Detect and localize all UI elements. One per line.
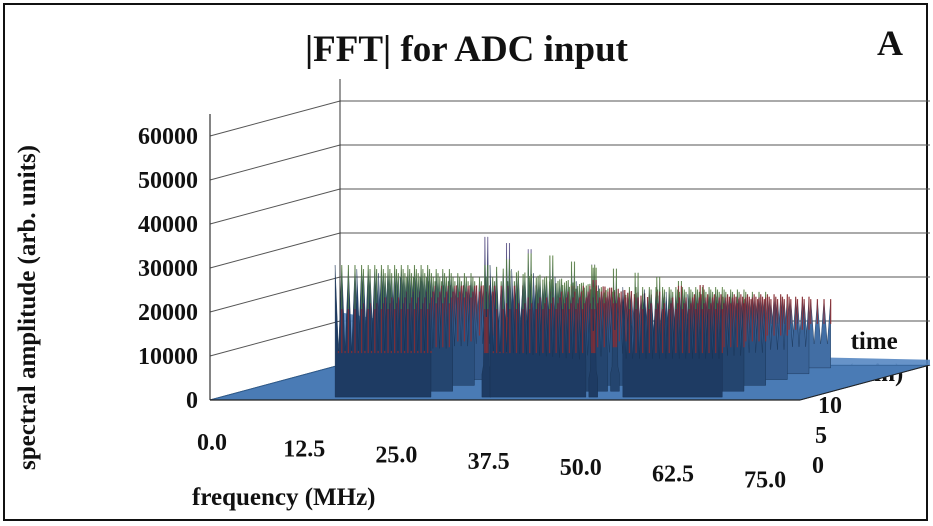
y-tick-label: 30000 [138,256,198,282]
y-tick-label: 50000 [138,168,198,194]
y-tick-label: 40000 [138,212,198,238]
x-tick-label: 62.5 [652,461,694,487]
y-tick-label: 20000 [138,300,198,326]
gridline [209,144,930,181]
z-axis-label-line1: time [850,328,898,355]
y-tick-label: 60000 [138,124,198,150]
spectrum-slice [588,264,598,398]
figure-frame [3,3,928,521]
x-axis-label: frequency (MHz) [192,484,376,511]
z-axis-line [799,364,931,401]
panel-label: A [877,23,903,63]
z-tick-label: 10 [818,393,842,419]
z-tick-label: 5 [815,423,827,449]
x-tick-label: 0.0 [197,430,227,456]
spectrum-slice [622,287,723,398]
x-tick-label: 12.5 [283,436,325,462]
plot-marks [334,236,832,398]
gridline [209,188,930,225]
x-tick-label: 25.0 [375,443,417,469]
z-tick-label: 0 [812,453,824,479]
gridline [209,100,930,137]
y-tick-label: 0 [186,388,198,414]
y-tick-label: 10000 [138,344,198,370]
plot-ticks: 0 10000 20000 30000 40000 50000 60000 0.0 12.5 25… [138,124,842,494]
x-tick-label: 37.5 [468,449,510,475]
x-tick-label: 50.0 [560,455,602,481]
gridline [209,232,930,269]
chart-title: |FFT| for ADC input [305,29,628,70]
spectrum-slice [489,265,587,398]
x-tick-label: 75.0 [744,468,786,494]
